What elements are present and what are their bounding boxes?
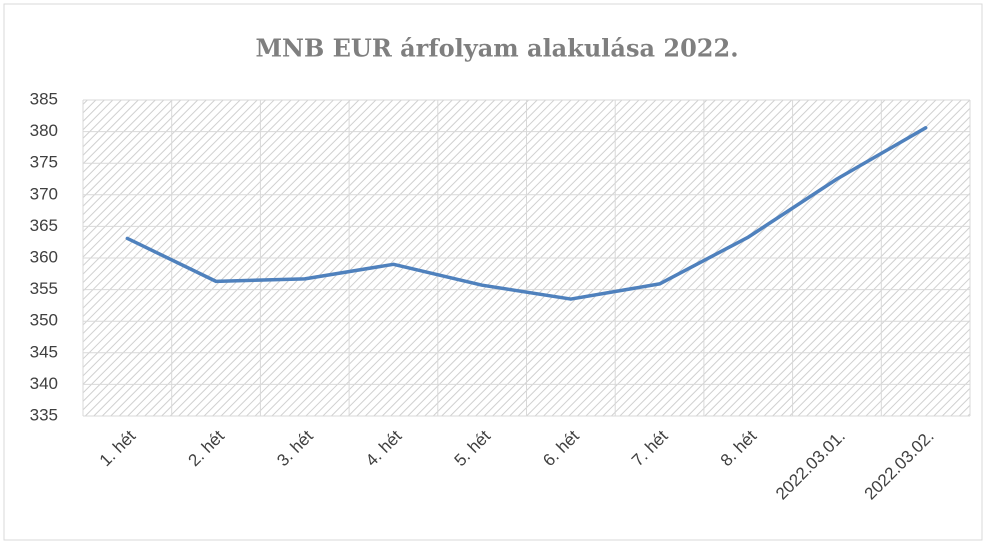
y-tick-label: 385 [30, 89, 58, 108]
line-series [125, 126, 928, 301]
chart-title: MNB EUR árfolyam alakulása 2022. [255, 34, 738, 63]
y-tick-label: 370 [30, 184, 58, 203]
y-tick-label: 335 [30, 405, 58, 424]
y-tick-label: 340 [30, 374, 58, 393]
y-tick-label: 360 [30, 247, 58, 266]
y-tick-label: 380 [30, 121, 58, 140]
y-tick-label: 375 [30, 153, 58, 172]
y-tick-label: 345 [30, 342, 58, 361]
y-tick-label: 350 [30, 311, 58, 330]
y-tick-label: 355 [30, 279, 58, 298]
y-tick-label: 365 [30, 216, 58, 235]
